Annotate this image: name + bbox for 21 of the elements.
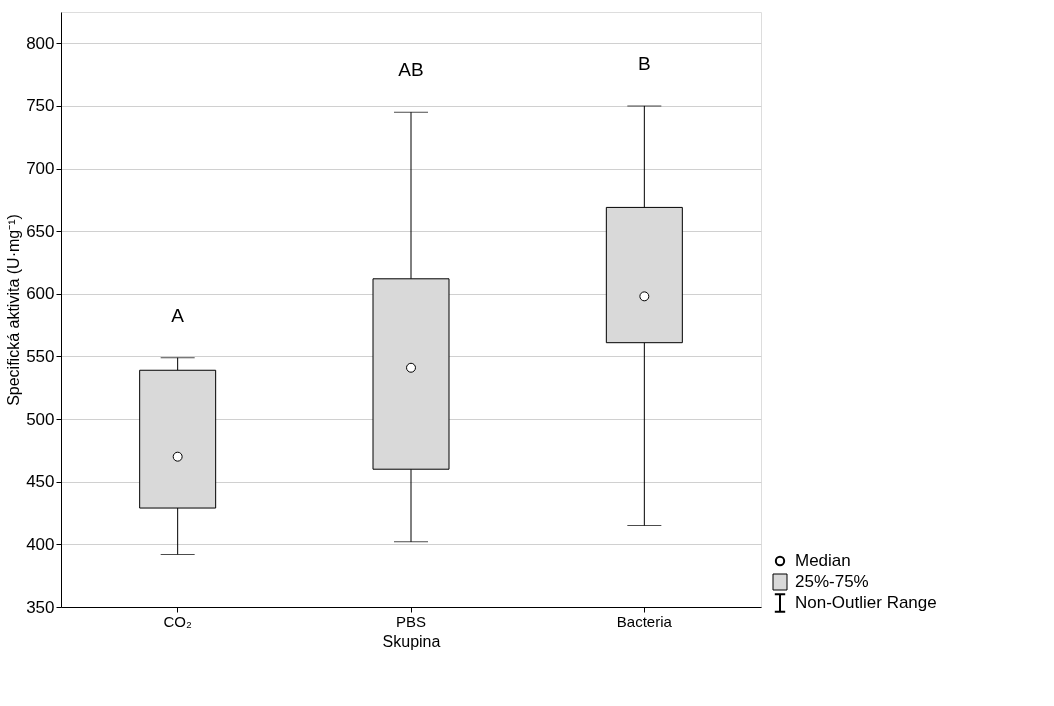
x-tick-label: PBS (395, 612, 427, 630)
text: Median (795, 551, 851, 570)
y-tick-label: 800 (26, 33, 55, 53)
y-tick-label: 500 (26, 409, 55, 429)
text: Non-Outlier Range (795, 593, 937, 612)
y-tick-label: 400 (26, 534, 55, 554)
x-tick-label: Bacteria (616, 612, 673, 630)
y-tick-label: 550 (26, 346, 55, 366)
annotation: B (637, 52, 651, 74)
y-tick-label: 450 (26, 472, 55, 492)
y-tick-label: 650 (26, 221, 55, 241)
annotation: AB (398, 59, 424, 81)
text: 25%-75% (795, 572, 869, 591)
y-tick-label: 750 (26, 96, 55, 116)
x-tick-label: CO₂ (163, 612, 192, 630)
y-tick-label: 600 (26, 284, 55, 304)
y-tick-label: 700 (26, 159, 55, 179)
y-tick-label: 350 (26, 597, 55, 617)
annotation: A (171, 304, 185, 326)
x-axis-title: Skupina (382, 632, 441, 650)
y-axis-title: Specifická aktivita (U·mg⁻¹) (5, 214, 23, 406)
